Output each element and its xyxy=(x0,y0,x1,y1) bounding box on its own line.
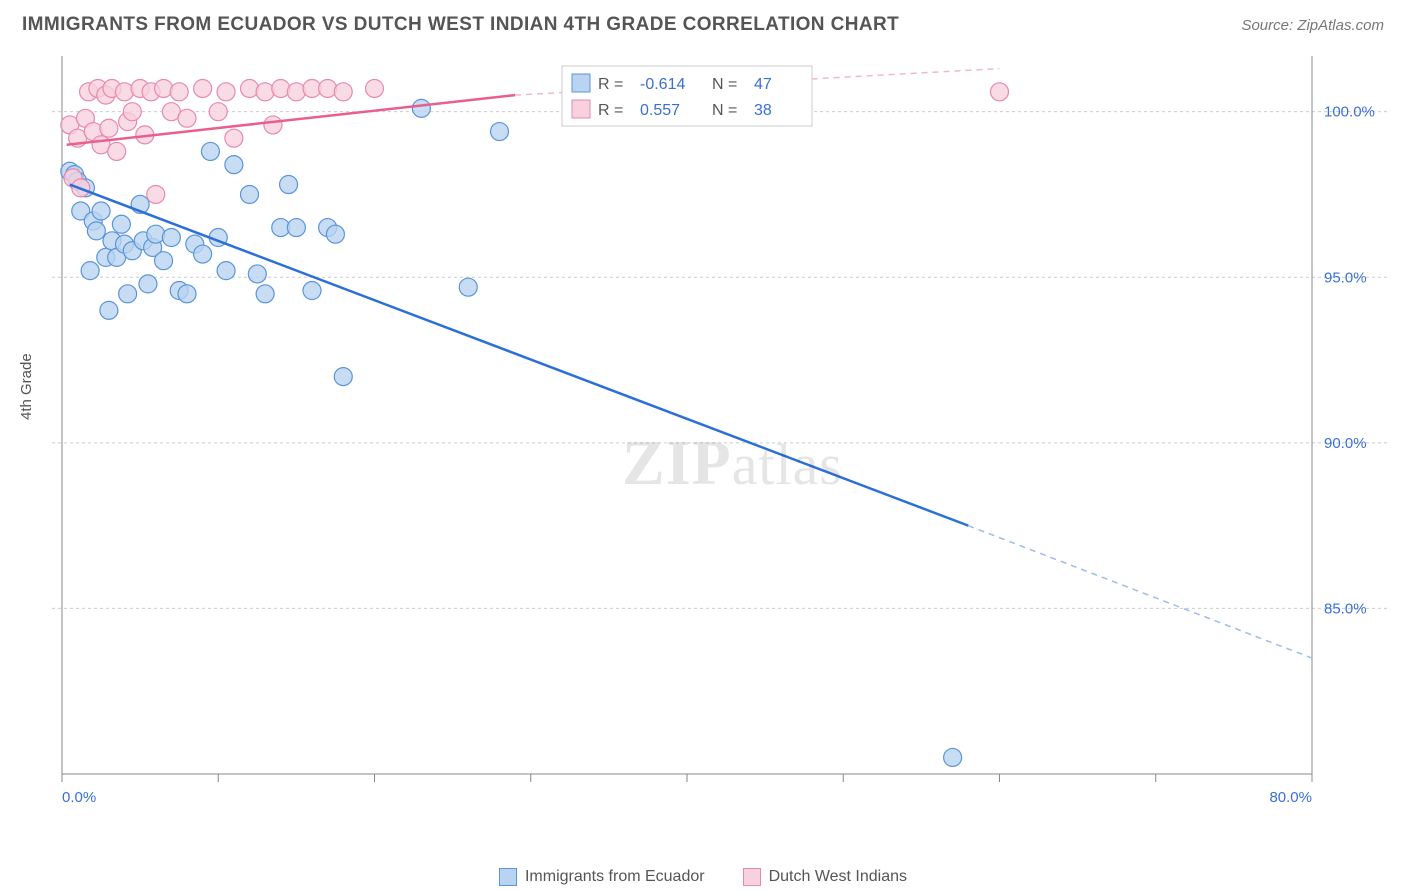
svg-text:38: 38 xyxy=(754,102,772,119)
svg-text:0.557: 0.557 xyxy=(640,102,680,119)
legend-item-ecuador: Immigrants from Ecuador xyxy=(499,868,705,886)
svg-text:N =: N = xyxy=(712,76,737,93)
plot-area: 85.0% 90.0% 95.0% 100.0% 0.0% 80.0% R = -0.614 N… xyxy=(52,56,1388,826)
svg-text:-0.614: -0.614 xyxy=(640,76,685,93)
svg-text:85.0%: 85.0% xyxy=(1324,600,1367,617)
svg-text:N =: N = xyxy=(712,102,737,119)
legend-label-ecuador: Immigrants from Ecuador xyxy=(525,868,705,885)
scatter-chart-svg: 85.0% 90.0% 95.0% 100.0% 0.0% 80.0% R = -0.614 N… xyxy=(52,56,1388,826)
svg-text:95.0%: 95.0% xyxy=(1324,269,1367,286)
chart-title: IMMIGRANTS FROM ECUADOR VS DUTCH WEST IN… xyxy=(22,14,899,36)
svg-text:90.0%: 90.0% xyxy=(1324,435,1367,452)
svg-text:80.0%: 80.0% xyxy=(1269,789,1312,806)
svg-text:100.0%: 100.0% xyxy=(1324,104,1375,121)
legend-item-dutch: Dutch West Indians xyxy=(743,868,907,886)
svg-text:R =: R = xyxy=(598,102,623,119)
legend-swatch-blue xyxy=(499,868,517,886)
title-row: IMMIGRANTS FROM ECUADOR VS DUTCH WEST IN… xyxy=(0,0,1406,44)
svg-text:R =: R = xyxy=(598,76,623,93)
svg-text:47: 47 xyxy=(754,76,772,93)
legend-swatch-pink xyxy=(743,868,761,886)
bottom-legend: Immigrants from Ecuador Dutch West India… xyxy=(0,868,1406,886)
chart-source: Source: ZipAtlas.com xyxy=(1241,17,1384,34)
legend-label-dutch: Dutch West Indians xyxy=(769,868,907,885)
svg-text:0.0%: 0.0% xyxy=(62,789,96,806)
y-axis-label: 4th Grade xyxy=(18,353,35,420)
